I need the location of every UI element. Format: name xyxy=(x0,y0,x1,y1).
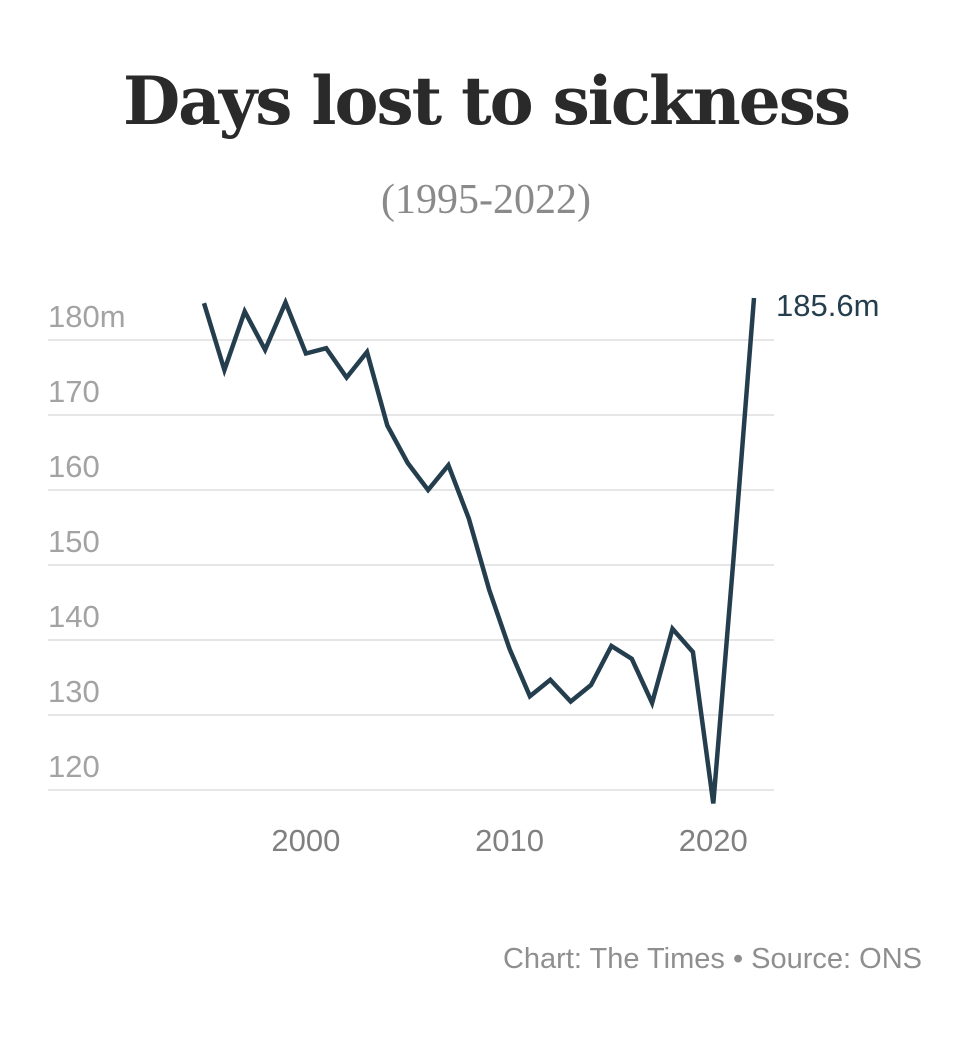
y-tick-label-170: 170 xyxy=(48,374,100,409)
y-tick-label-150: 150 xyxy=(48,524,100,559)
end-value-label: 185.6m xyxy=(776,288,879,323)
y-tick-label-180: 180m xyxy=(48,299,126,334)
footer-separator: • xyxy=(732,943,744,975)
x-tick-label-2010: 2010 xyxy=(475,823,544,858)
x-tick-label-2020: 2020 xyxy=(679,823,748,858)
chart-footer: Chart: The Times • Source: ONS xyxy=(503,943,922,976)
y-tick-label-130: 130 xyxy=(48,674,100,709)
series-line-days-lost xyxy=(201,296,757,804)
y-tick-label-160: 160 xyxy=(48,449,100,484)
chart-subtitle: (1995-2022) xyxy=(381,177,591,223)
x-tick-label-2000: 2000 xyxy=(271,823,340,858)
chart-credit: Chart: The Times xyxy=(502,943,725,975)
line-chart: 120 130 140 150 160 170 180m 2000 2010 2020 185.… xyxy=(48,288,879,858)
chart-title: Days lost to sickness xyxy=(122,62,851,140)
y-tick-label-140: 140 xyxy=(48,599,100,634)
y-axis-ticks: 120 130 140 150 160 170 180m xyxy=(48,299,126,784)
gridlines xyxy=(48,339,774,791)
x-axis-ticks: 2000 2010 2020 xyxy=(271,823,747,858)
chart-source: Source: ONS xyxy=(751,943,922,975)
y-tick-label-120: 120 xyxy=(48,749,100,784)
